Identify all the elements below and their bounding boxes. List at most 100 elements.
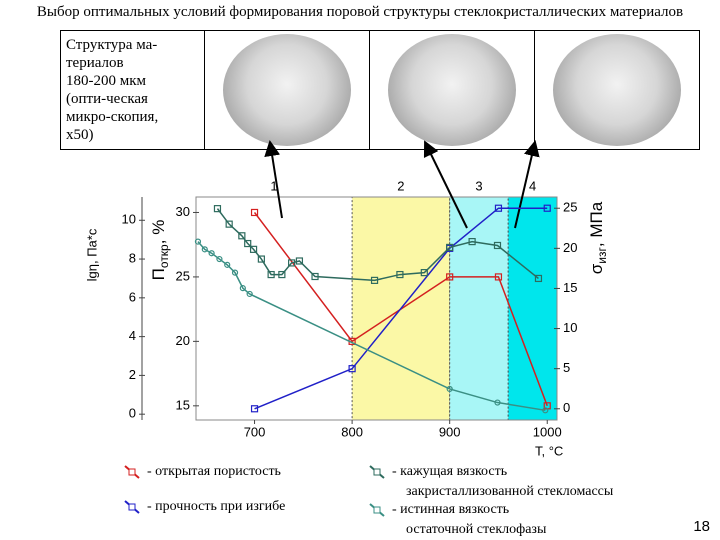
data-point (216, 255, 223, 263)
y-axis-label: Поткр, % (149, 220, 171, 281)
data-point (311, 272, 319, 281)
data-point (225, 220, 233, 228)
scale-label: 200 мкм (676, 127, 695, 133)
data-point (534, 274, 543, 283)
data-point (257, 255, 265, 263)
structure-table: Структура ма- териалов 180-200 мкм (опти… (60, 30, 700, 150)
region-label: 4 (529, 178, 536, 193)
data-point (267, 270, 275, 279)
legend-entry: - кажущая вязкость закристаллизованной с… (392, 464, 614, 499)
data-point (201, 246, 208, 253)
data-point (468, 238, 476, 246)
y-tick-label: 0 (563, 400, 570, 415)
label-part: откр (157, 244, 171, 268)
region (507, 196, 558, 421)
data-point (244, 239, 252, 248)
data-point (250, 208, 259, 217)
data-point (278, 270, 286, 279)
data-point (295, 257, 304, 265)
legend-marker (373, 506, 381, 514)
data-point (250, 405, 259, 413)
x-tick-label: 900 (439, 424, 461, 439)
data-point (542, 407, 549, 414)
data-point (208, 250, 215, 257)
label-part: σ (587, 263, 606, 274)
label-part: П (149, 268, 168, 280)
y-tick-label: 5 (563, 360, 570, 375)
region-label: 3 (475, 178, 482, 193)
y-tick-label: 4 (129, 328, 136, 343)
y-tick-label: 15 (563, 280, 577, 295)
data-point (194, 238, 202, 245)
x-tick-label: 800 (341, 424, 363, 439)
y-tick-label: 0 (129, 406, 136, 421)
data-point (543, 204, 551, 212)
micrograph (223, 34, 351, 146)
slide-title: Выбор оптимальных условий формирования п… (36, 4, 684, 20)
image-cell: 200 мкм (369, 30, 535, 150)
label-part: , МПа (587, 201, 606, 247)
y-axis-label: lgη, Па*с (84, 228, 99, 281)
data-point (446, 385, 453, 393)
y-tick-label: 10 (122, 212, 136, 227)
micrograph (553, 34, 681, 146)
y-tick-label: 25 (176, 268, 190, 283)
series-line (253, 212, 548, 407)
y-tick-label: 6 (129, 289, 136, 304)
legend-entry: - истинная вязкость остаточной стеклофаз… (392, 502, 547, 537)
plot-frame (195, 196, 558, 421)
data-point (396, 270, 404, 279)
data-point (446, 273, 454, 281)
data-point (494, 273, 503, 281)
y-tick-label: 20 (176, 333, 190, 348)
data-point (348, 365, 356, 373)
data-point (213, 205, 222, 213)
data-point (224, 261, 231, 268)
legend-marker (373, 468, 381, 476)
data-point (239, 285, 246, 292)
y-tick-label: 8 (129, 250, 136, 265)
data-point (446, 243, 454, 252)
pointer-arrow (423, 140, 468, 229)
legend-marker (128, 468, 136, 476)
region-label: 2 (397, 178, 404, 193)
data-point (288, 259, 296, 267)
data-point (420, 269, 428, 277)
y-tick-label: 10 (563, 320, 577, 335)
y-tick-label: 2 (129, 367, 136, 382)
data-point (249, 245, 258, 253)
y-tick-label: 30 (176, 204, 190, 219)
data-point (493, 241, 502, 250)
data-point (246, 290, 253, 298)
y-tick-label: 25 (563, 200, 577, 215)
region-label: 1 (270, 178, 277, 193)
micrograph (388, 34, 516, 146)
description: Структура ма- териалов 180-200 мкм (опти… (60, 30, 205, 150)
page-number: 18 (693, 518, 710, 535)
legend-entry: - прочность при изгибе (147, 499, 286, 514)
pointer-arrow (514, 140, 540, 229)
data-point (370, 276, 379, 284)
legend-marker (128, 503, 136, 511)
x-tick-label: 700 (244, 424, 266, 439)
series-line (216, 208, 539, 282)
label-part: изг (595, 246, 609, 263)
label-part: , % (149, 220, 168, 245)
image-cell: 200 мкм (534, 30, 700, 150)
x-axis-label: T, °С (535, 443, 563, 458)
image-cell: 200 мкм (204, 30, 370, 150)
legend-entry: - открытая пористость (147, 464, 281, 479)
region (449, 196, 509, 421)
y-tick-label: 15 (176, 397, 190, 412)
scale-label: 200 мкм (511, 127, 530, 133)
data-point (494, 399, 501, 406)
x-tick-label: 1000 (533, 424, 562, 439)
data-point (231, 269, 239, 276)
data-point (494, 204, 503, 212)
scale-label: 200 мкм (346, 127, 365, 133)
y-tick-label: 20 (563, 240, 577, 255)
y-axis-label: σизг, МПа (587, 201, 609, 274)
pointer-arrow (264, 140, 283, 219)
